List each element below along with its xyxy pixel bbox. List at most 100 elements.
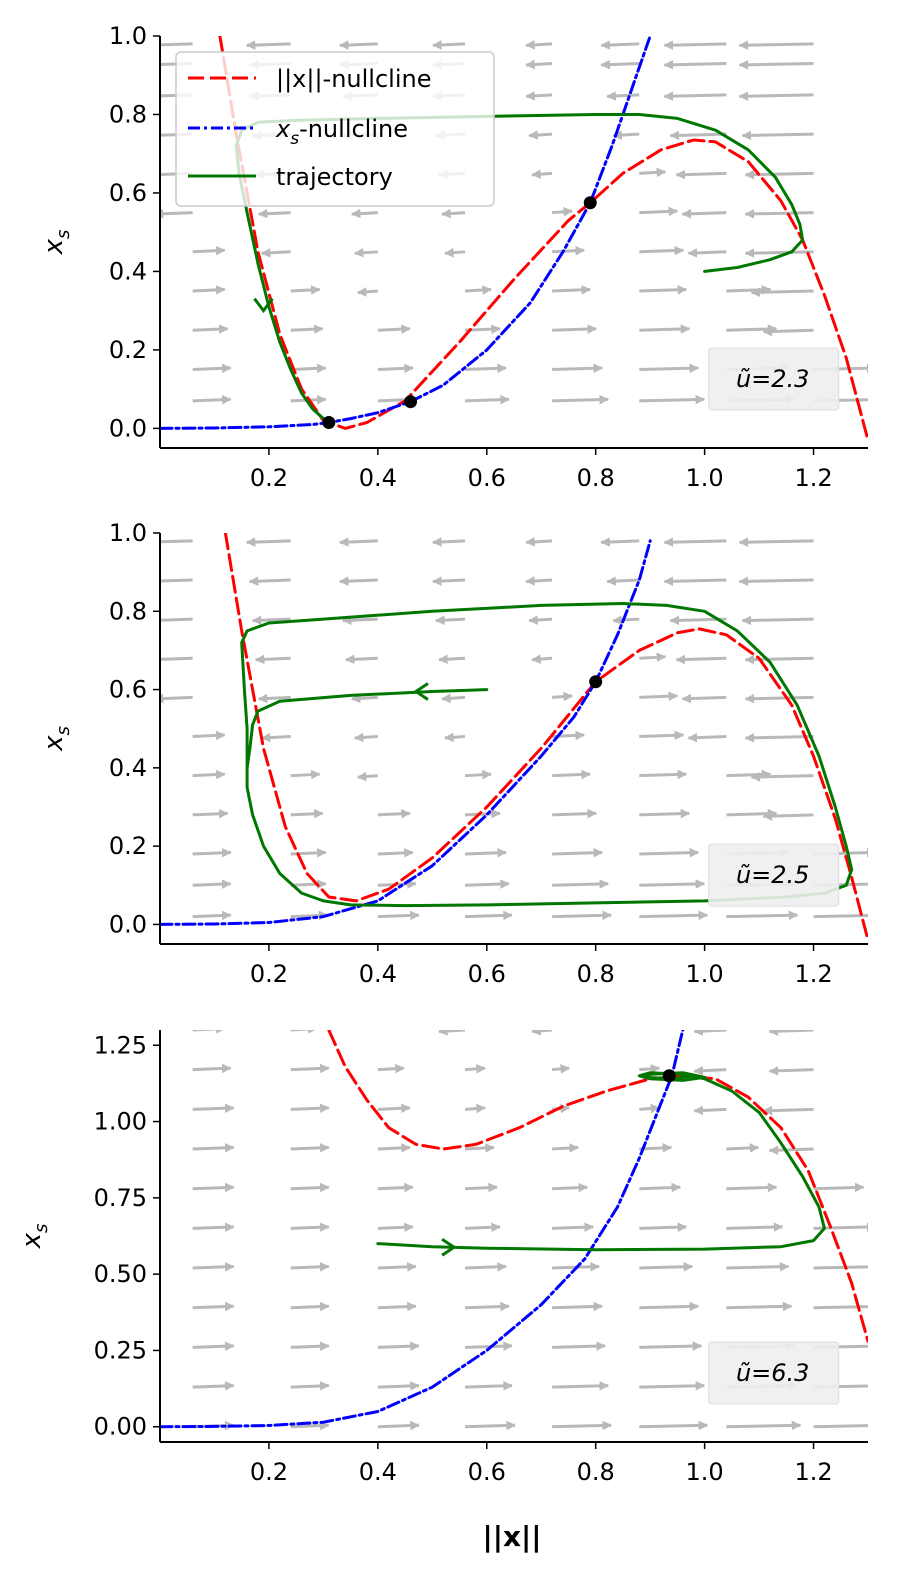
quiver-arrow [726, 324, 778, 334]
quiver-arrow [192, 1301, 235, 1312]
quiver-arrow [744, 733, 814, 743]
quiver-arrow [260, 732, 291, 743]
y-tick-label: 1.00 [94, 1108, 147, 1136]
quiver-arrow [741, 615, 814, 626]
quiver-arrow [525, 59, 553, 70]
quiver-arrow [552, 363, 604, 374]
plot-area [160, 533, 868, 942]
quiver-arrow [356, 771, 378, 782]
quiver-arrow [353, 247, 378, 258]
quiver-arrow [290, 769, 321, 780]
series-xnullcline [218, 36, 868, 442]
quiver-arrow [639, 730, 685, 741]
x-tick-label: 0.4 [359, 1458, 397, 1486]
quiver-arrow [464, 910, 513, 921]
quiver-arrow [525, 40, 553, 50]
quiver-arrow [464, 879, 510, 889]
quiver-arrow [438, 1030, 466, 1036]
quiver-arrow [693, 1105, 727, 1116]
y-axis-label: xs [39, 726, 74, 752]
quiver-arrow [160, 539, 193, 544]
quiver-arrow [528, 615, 553, 625]
quiver-arrow [290, 1262, 330, 1272]
y-tick-label: 0.50 [94, 1260, 147, 1288]
x-tick-label: 1.2 [794, 464, 832, 492]
quiver-arrow [464, 1420, 516, 1431]
quiver-arrow [192, 879, 232, 889]
quiver-arrow [464, 1182, 498, 1193]
quiver-arrow [290, 879, 327, 889]
trajectory-direction-arrow [253, 297, 274, 314]
quiver-arrow [551, 1064, 571, 1074]
quiver-arrow [612, 130, 640, 140]
quiver-arrow [290, 324, 324, 334]
quiver-arrow [639, 324, 691, 334]
y-tick-label: 0.6 [109, 179, 147, 207]
quiver-arrow [290, 1063, 330, 1074]
quiver-arrow [254, 654, 291, 665]
quiver-arrow [813, 1265, 868, 1270]
quiver-arrow [464, 1341, 513, 1351]
y-tick-label: 0.25 [94, 1336, 147, 1364]
quiver-arrow [639, 910, 709, 921]
quiver-arrow [432, 537, 466, 547]
quiver-arrow [192, 1182, 235, 1193]
quiver-arrow [290, 1103, 330, 1113]
y-tick-label: 0.0 [109, 414, 147, 442]
quiver-arrow [192, 1341, 235, 1352]
quiver-arrow [464, 1262, 507, 1272]
y-tick-label: 0.75 [94, 1184, 147, 1212]
quiver-arrow [290, 808, 324, 819]
quiver-arrow [338, 40, 378, 50]
y-axis-label: xs [17, 1224, 52, 1250]
quiver-arrow [377, 324, 411, 334]
quiver-arrow [192, 363, 232, 374]
quiver-arrow [741, 130, 814, 141]
quiver-arrow [552, 847, 604, 858]
quiver-arrow [528, 130, 553, 140]
quiver-arrow [639, 1420, 709, 1431]
param-annotation: ũ=2.5 [736, 861, 810, 889]
quiver-arrow [290, 1030, 318, 1034]
quiver-arrow [813, 1424, 868, 1429]
quiver-arrow [639, 847, 700, 858]
quiver-arrow [290, 1420, 330, 1431]
series-xnullcline [223, 533, 868, 942]
quiver-arrow [531, 1030, 553, 1036]
quiver-arrow [525, 91, 553, 101]
legend-xs-base: x [275, 115, 291, 143]
x-tick-label: 0.2 [250, 1458, 288, 1486]
quiver-arrow [435, 615, 466, 625]
quiver-arrow [762, 326, 814, 337]
series-x_snullcline [160, 36, 652, 430]
quiver-arrow [464, 363, 507, 374]
quiver-arrow [552, 691, 574, 702]
y-tick-label: 0.8 [109, 597, 147, 625]
y-axis-label-base: x [39, 238, 69, 255]
quiver-arrow [726, 769, 772, 780]
quiver-arrow [377, 1182, 414, 1193]
quiver-arrow [552, 285, 592, 295]
quiver-arrow [251, 615, 291, 626]
quiver-arrow [160, 208, 193, 219]
quiver-arrow [525, 576, 553, 586]
quiver-arrow [377, 1341, 420, 1352]
x-tick-label: 0.2 [250, 960, 288, 988]
quiver-arrow [663, 40, 727, 50]
quiver-arrow [552, 910, 613, 921]
quiver-arrow [639, 879, 706, 889]
quiver-arrow [552, 1380, 610, 1391]
quiver-arrow [552, 1301, 604, 1312]
series-x_snullcline [160, 539, 652, 926]
quiver-arrow [552, 1182, 589, 1193]
quiver-arrow [290, 1341, 330, 1352]
quiver-arrow [639, 1380, 706, 1391]
quiver-arrow [464, 847, 507, 858]
quiver-arrow [192, 324, 229, 334]
quiver-arrow [639, 394, 706, 405]
panel-middle: ũ=2.5 0.2 0.4 0.6 0.8 1.0 1.2 0.0 0.2 0.4 0.6 0.8 1.… [39, 519, 868, 988]
quiver-arrow [192, 910, 232, 921]
quiver-arrow [552, 1222, 595, 1232]
quiver-arrow [663, 576, 727, 587]
quiver-arrow [377, 1262, 417, 1272]
